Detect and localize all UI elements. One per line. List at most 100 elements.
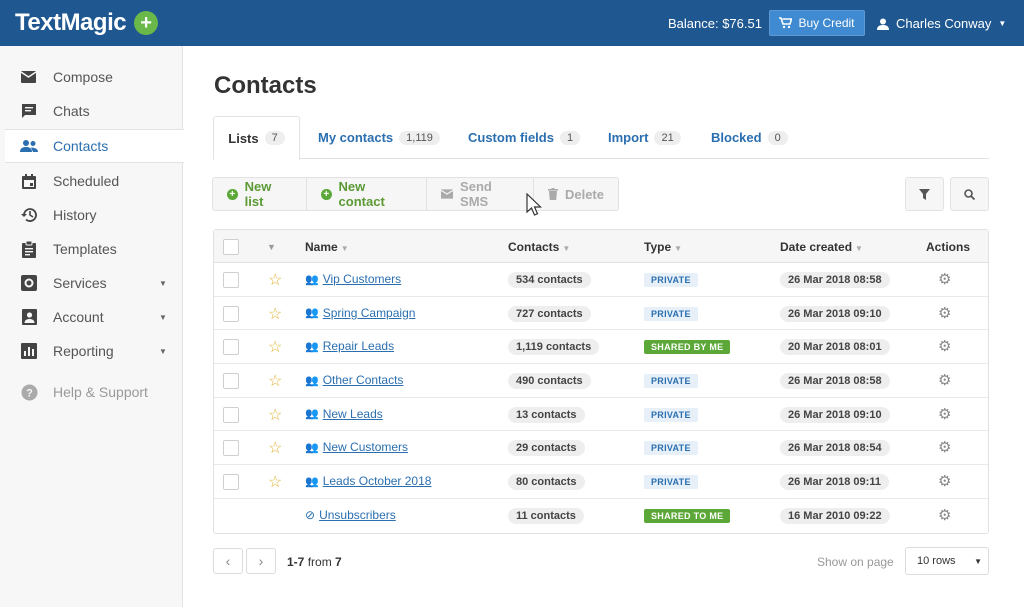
tab-my-contacts[interactable]: My contacts 1,119: [318, 116, 440, 159]
tab-label: Import: [608, 130, 649, 145]
buy-credit-button[interactable]: Buy Credit: [769, 10, 865, 36]
list-toolbar: + New list + New contact Send SMS Delete: [212, 177, 619, 211]
name-column-header[interactable]: Name ▼: [305, 240, 349, 254]
tab-import[interactable]: Import 21: [608, 116, 681, 159]
page-range: 1-7: [287, 555, 305, 569]
date-column-header[interactable]: Date created ▼: [780, 240, 863, 254]
buy-credit-label: Buy Credit: [798, 16, 855, 30]
sidebar-item-label: Reporting: [53, 343, 114, 359]
list-name-link[interactable]: New Leads: [322, 406, 383, 421]
star-icon[interactable]: ☆: [268, 272, 283, 289]
chevron-down-icon: ▼: [159, 346, 167, 356]
gear-icon[interactable]: ⚙: [938, 473, 952, 491]
compose-icon: [19, 67, 39, 87]
gear-icon[interactable]: ⚙: [938, 506, 952, 524]
user-menu[interactable]: Charles Conway ▼: [877, 16, 1006, 31]
gear-icon[interactable]: ⚙: [938, 439, 952, 457]
star-icon[interactable]: ☆: [268, 373, 283, 391]
sidebar-item-account[interactable]: Account ▼: [0, 300, 183, 334]
quick-add-button[interactable]: +: [134, 11, 159, 35]
tab-count: 0: [767, 130, 788, 145]
tab-label: My contacts: [318, 130, 394, 145]
new-contact-button[interactable]: + New contact: [306, 177, 427, 211]
gear-icon[interactable]: ⚙: [938, 304, 952, 322]
chat-icon: [19, 101, 39, 121]
sidebar-item-services[interactable]: Services ▼: [0, 266, 183, 300]
mouse-cursor-icon: [526, 193, 542, 216]
list-name-link[interactable]: New Customers: [322, 440, 409, 455]
chevron-down-icon[interactable]: ▼: [267, 242, 276, 252]
new-list-label: New list: [244, 179, 272, 209]
gear-icon[interactable]: ⚙: [938, 372, 952, 390]
list-name-cell: 👥 New Customers: [305, 440, 408, 454]
date-created: 26 Mar 2018 08:58: [780, 272, 890, 288]
date-created: 26 Mar 2018 08:54: [780, 440, 890, 457]
table-header: ▼ Name ▼ Contacts ▼ Type ▼ Date created ▼ Ac…: [214, 230, 988, 263]
date-header-label: Date created: [780, 240, 853, 254]
tab-custom-fields[interactable]: Custom fields 1: [468, 116, 581, 159]
row-checkbox[interactable]: [223, 305, 239, 322]
filter-button[interactable]: [905, 177, 944, 211]
sidebar-item-label: History: [53, 207, 97, 223]
search-button[interactable]: [950, 177, 989, 211]
date-created: 26 Mar 2018 09:10: [780, 406, 890, 423]
list-name-link[interactable]: Vip Customers: [322, 272, 402, 286]
calendar-icon: [19, 171, 39, 191]
gear-icon[interactable]: ⚙: [938, 405, 952, 423]
show-on-page-label: Show on page: [817, 555, 894, 569]
table-row: ☆ 👥 Leads October 2018 80 contacts PRIVAT…: [214, 465, 988, 499]
sidebar-item-help[interactable]: ? Help & Support: [0, 375, 183, 409]
rows-per-page-select[interactable]: 10 rows ▼: [905, 547, 989, 575]
sidebar-item-contacts[interactable]: Contacts: [5, 129, 184, 163]
select-all-checkbox[interactable]: [223, 239, 239, 255]
group-icon: 👥: [305, 374, 319, 387]
row-checkbox[interactable]: [223, 272, 239, 288]
gear-icon[interactable]: ⚙: [938, 271, 952, 288]
list-name-link[interactable]: Unsubscribers: [319, 507, 396, 522]
contacts-count: 534 contacts: [508, 272, 591, 288]
row-checkbox[interactable]: [223, 339, 239, 356]
blocked-icon: ⊘: [305, 507, 316, 522]
row-checkbox[interactable]: [223, 474, 239, 491]
list-name-link[interactable]: Leads October 2018: [322, 474, 432, 489]
prev-page-button[interactable]: ‹: [213, 548, 243, 574]
tab-lists[interactable]: Lists 7: [213, 116, 300, 160]
textmagic-logo[interactable]: TextMagic: [15, 9, 127, 36]
next-page-button[interactable]: ›: [246, 548, 276, 574]
star-icon[interactable]: ☆: [268, 305, 283, 323]
list-name-link[interactable]: Other Contacts: [322, 373, 404, 388]
row-checkbox[interactable]: [223, 373, 239, 390]
sidebar-item-chats[interactable]: Chats: [0, 94, 183, 128]
clipboard-icon: [19, 239, 39, 259]
star-icon[interactable]: ☆: [268, 474, 283, 492]
row-checkbox[interactable]: [223, 406, 239, 423]
date-created: 26 Mar 2018 09:10: [780, 305, 890, 322]
sidebar-item-templates[interactable]: Templates: [0, 232, 183, 266]
star-icon[interactable]: ☆: [268, 406, 283, 424]
tab-bar: Lists 7 My contacts 1,119 Custom fields …: [213, 116, 989, 160]
sidebar-item-compose[interactable]: Compose: [0, 60, 183, 94]
table-row: ☆ 👥 New Leads 13 contacts PRIVATE 26 Mar …: [214, 398, 988, 432]
delete-button[interactable]: Delete: [533, 177, 619, 211]
contacts-count: 1,119 contacts: [508, 339, 600, 356]
list-name-link[interactable]: Repair Leads: [322, 339, 395, 354]
list-name-cell: 👥 Leads October 2018: [305, 474, 431, 488]
star-icon[interactable]: ☆: [268, 440, 283, 458]
sidebar-item-reporting[interactable]: Reporting ▼: [0, 334, 183, 368]
pagination-info: 1-7 from 7: [287, 555, 342, 569]
sidebar-item-history[interactable]: History: [0, 198, 183, 232]
contacts-count: 29 contacts: [508, 440, 585, 457]
row-checkbox[interactable]: [223, 440, 239, 457]
table-row: ☆ 👥 New Customers 29 contacts PRIVATE 26 …: [214, 431, 988, 466]
gear-icon[interactable]: ⚙: [938, 338, 952, 356]
sidebar-item-scheduled[interactable]: Scheduled: [0, 164, 183, 198]
type-column-header[interactable]: Type ▼: [644, 240, 682, 254]
new-list-button[interactable]: + New list: [212, 177, 307, 211]
tab-blocked[interactable]: Blocked 0: [711, 116, 788, 159]
contacts-column-header[interactable]: Contacts ▼: [508, 240, 570, 254]
star-icon[interactable]: ☆: [268, 339, 283, 357]
table-row: ☆ 👥 Other Contacts 490 contacts PRIVATE 2…: [214, 364, 988, 398]
list-name-cell: 👥 Spring Campaign: [305, 306, 415, 320]
list-name-link[interactable]: Spring Campaign: [322, 305, 416, 320]
send-sms-button[interactable]: Send SMS: [426, 177, 534, 211]
